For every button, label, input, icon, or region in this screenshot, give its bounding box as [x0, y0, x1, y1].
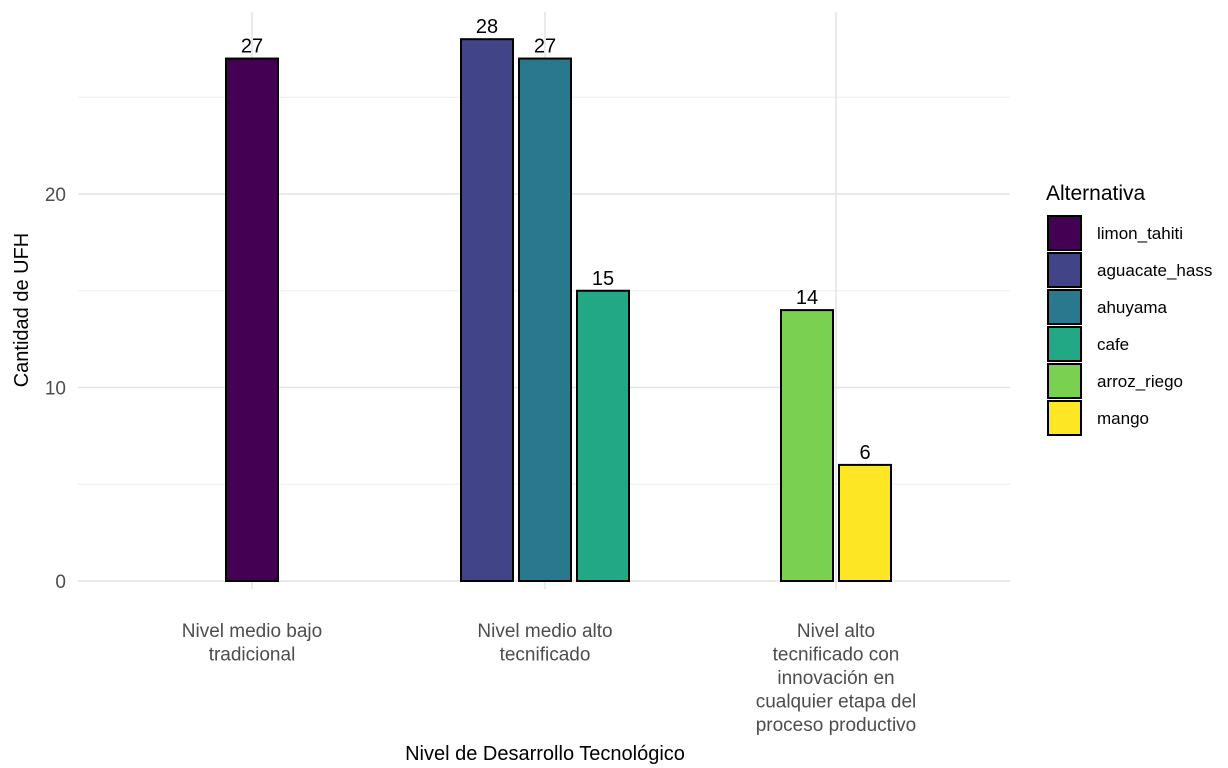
y-tick-label: 10 [45, 379, 66, 400]
legend-label-aguacate_hass: aguacate_hass [1097, 261, 1212, 280]
x-axis-title: Nivel de Desarrollo Tecnológico [405, 743, 685, 765]
legend-key-cafe [1047, 326, 1082, 362]
bar-arroz_riego [780, 309, 834, 582]
legend-title: Alternativa [1046, 182, 1146, 205]
legend-key-ahuyama [1047, 289, 1082, 325]
legend: Alternativa limon_tahiti aguacate_hassahu… [1046, 182, 1212, 436]
data-label-limon_tahiti: 27 [241, 36, 263, 58]
data-label-ahuyama: 27 [534, 36, 556, 58]
data-labels: 27 28 27 15 14 6 [241, 16, 871, 464]
bar-ahuyama [518, 57, 572, 583]
x-tick-label: Nivel medio bajo tradicional [182, 621, 322, 666]
legend-label-arroz_riego: arroz_riego [1097, 372, 1183, 391]
y-axis-ticks: 0 10 20 [45, 185, 66, 593]
x-axis-ticks: Nivel medio bajo tradicional Nivel medio a… [182, 621, 917, 736]
data-label-mango: 6 [859, 442, 870, 464]
y-axis-title: Cantidad de UFH [11, 233, 33, 388]
bars [225, 38, 892, 583]
y-tick-label: 0 [55, 572, 66, 593]
legend-key-limon_tahiti [1047, 215, 1082, 251]
data-label-aguacate_hass: 28 [476, 16, 498, 38]
bar-limon_tahiti [225, 57, 279, 583]
legend-key-arroz_riego [1047, 363, 1082, 399]
legend-label-mango: mango [1097, 409, 1149, 428]
bar-mango [838, 463, 892, 582]
legend-key-aguacate_hass [1047, 252, 1082, 288]
bar-cafe [576, 289, 630, 582]
bar-aguacate_hass [460, 38, 514, 582]
legend-label-cafe: cafe [1097, 335, 1129, 354]
data-label-cafe: 15 [592, 268, 614, 290]
data-label-arroz_riego: 14 [796, 287, 818, 309]
legend-key-mango [1047, 400, 1082, 436]
legend-label-limon_tahiti: limon_tahiti [1097, 224, 1183, 243]
y-tick-label: 20 [45, 185, 66, 206]
x-tick-label: Nivel alto tecnificado con innovación en cu… [756, 621, 917, 736]
legend-label-ahuyama: ahuyama [1097, 298, 1167, 317]
x-tick-label: Nivel medio alto tecnificado [477, 621, 612, 666]
